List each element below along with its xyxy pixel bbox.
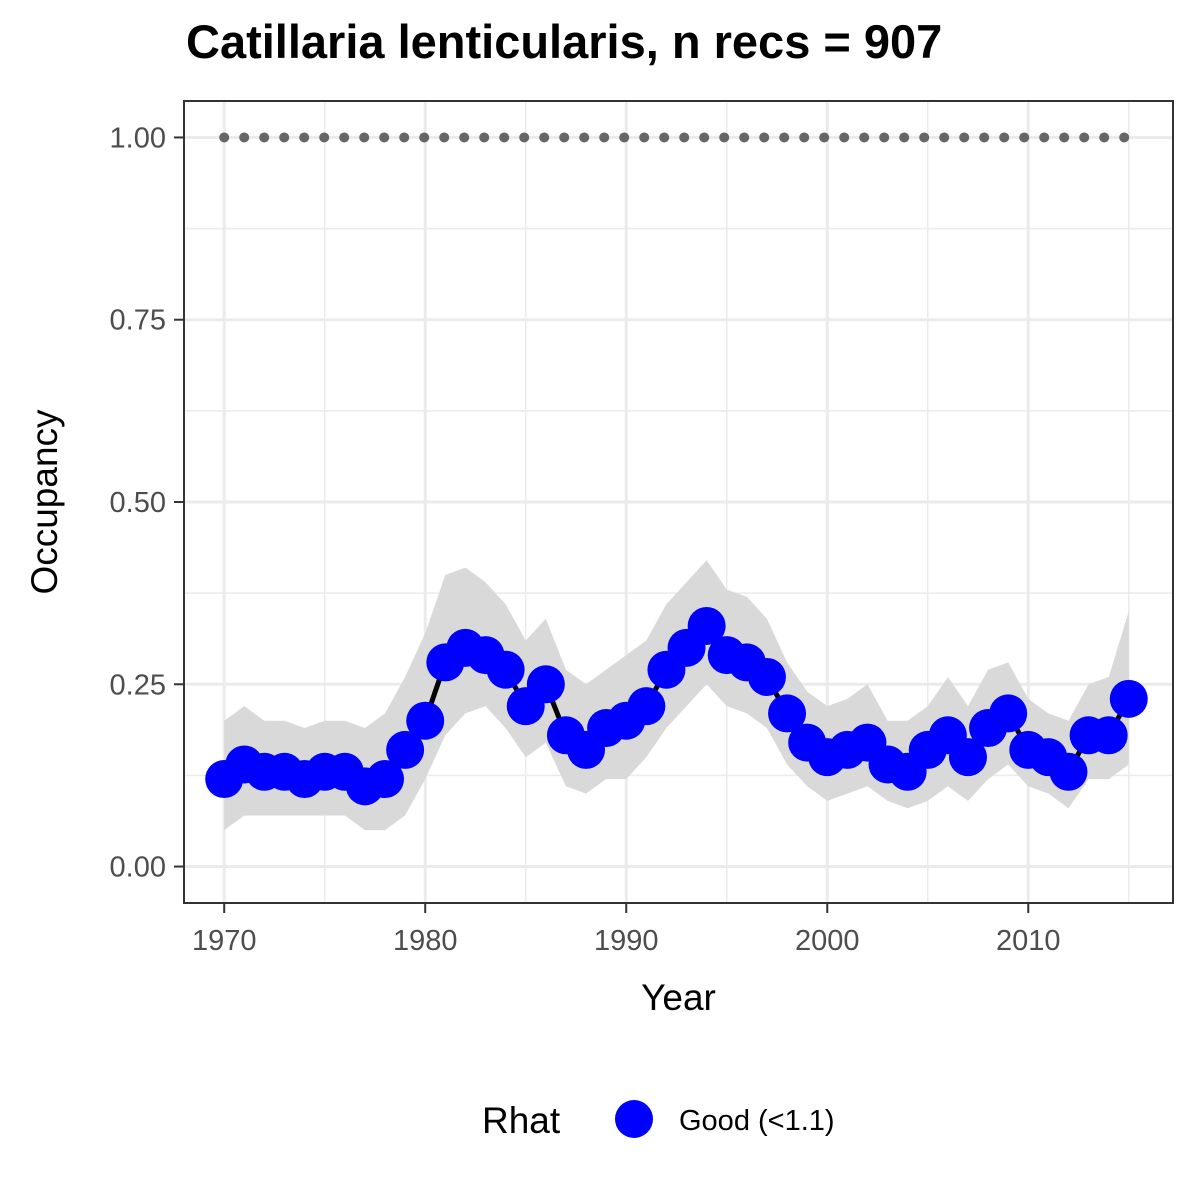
x-axis-title: Year [641,977,716,1018]
legend-key-point [615,1100,653,1138]
x-tick-label: 2010 [996,925,1061,957]
data-point [747,657,786,696]
axes: 0.00 0.25 0.50 0.75 1.00 1970 1980 1990 2000 2010 [110,122,1061,957]
y-tick-label: 1.00 [110,122,166,154]
data-point [366,760,405,799]
x-tick-label: 1990 [594,925,659,957]
data-point [948,738,987,777]
x-tick-label: 1970 [192,925,257,957]
data-point [989,694,1028,733]
data-point [768,694,807,733]
x-tick-label: 2000 [795,925,860,957]
data-point [386,730,425,769]
data-points [205,606,1148,806]
y-tick-label: 0.50 [110,487,166,519]
y-tick-label: 0.25 [110,669,166,701]
data-point [486,650,525,689]
data-point [1049,752,1088,791]
y-tick-label: 0.00 [110,852,166,884]
legend-title: Rhat [482,1100,561,1141]
legend-label: Good (<1.1) [679,1105,835,1137]
data-point [687,606,726,645]
chart-title: Catillaria lenticularis, n recs = 907 [186,15,943,68]
x-tick-label: 1980 [393,925,458,957]
data-point [1089,716,1128,755]
y-axis-title: Occupancy [24,409,65,595]
legend: Rhat Good (<1.1) [482,1100,835,1141]
data-point [627,687,666,726]
data-point [526,665,565,704]
data-point [1109,679,1148,718]
y-tick-label: 0.75 [110,305,166,337]
data-point [406,701,445,740]
